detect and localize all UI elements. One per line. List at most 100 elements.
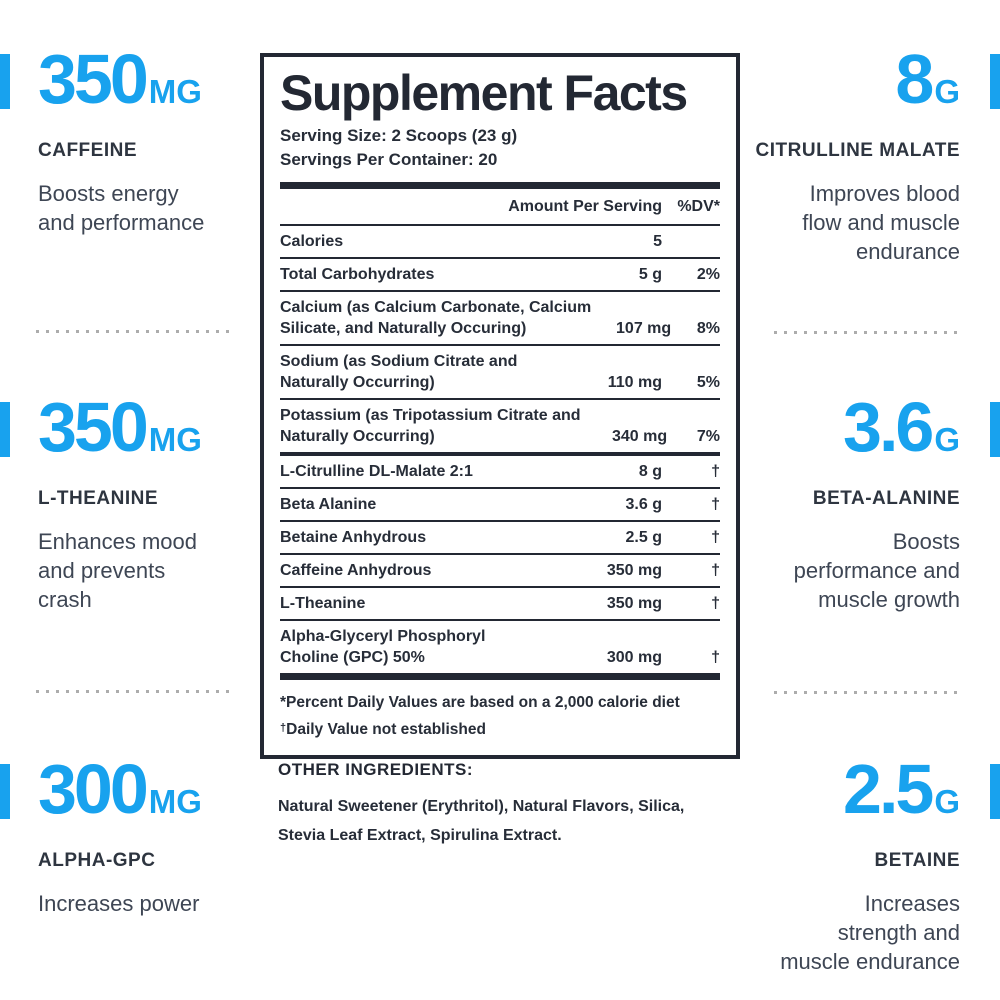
nutrient-amount: 8 g [638, 463, 662, 480]
amount-value: 300 [38, 750, 149, 828]
nutrient-name: Total Carbohydrates [280, 266, 435, 283]
nutrient-amount: 300 mg [606, 649, 662, 666]
accent-bar [990, 402, 1000, 457]
amount-unit: MG [148, 73, 202, 110]
supplement-facts-panel: Supplement Facts Serving Size: 2 Scoops … [260, 53, 740, 759]
other-ingredients-section: OTHER INGREDIENTS: Natural Sweetener (Er… [278, 760, 740, 850]
nutrient-amount: 350 mg [606, 562, 662, 579]
callout-betaine: 2.5G BETAINE Increases strength and musc… [740, 754, 1000, 976]
nutrient-dv: 2% [696, 266, 720, 283]
nutrient-dv: 5% [696, 374, 720, 391]
table-row: Potassium (as Tripotassium Citrate and N… [280, 398, 720, 452]
thick-divider-bar [280, 182, 720, 189]
table-row: Total Carbohydrates 5 g 2% [280, 257, 720, 290]
servings-per-container: Servings Per Container: 20 [280, 150, 498, 169]
ingredient-benefit: Improves blood flow and muscle endurance [802, 181, 960, 264]
other-ingredients-heading: OTHER INGREDIENTS: [278, 760, 474, 779]
table-row: Betaine Anhydrous 2.5 g † [280, 520, 720, 553]
accent-bar [0, 402, 10, 457]
table-row: L-Citrulline DL-Malate 2:1 8 g † [280, 452, 720, 487]
dotted-divider [774, 691, 960, 694]
callout-amount: 300MG [38, 754, 250, 838]
amount-unit: MG [148, 783, 202, 820]
nutrient-name: Potassium (as Tripotassium Citrate and N… [280, 407, 581, 445]
nutrient-dv: † [711, 595, 720, 612]
table-row: Calories 5 [280, 224, 720, 257]
ingredient-benefit: Enhances mood and prevents crash [38, 529, 197, 612]
callout-alpha-gpc: 300MG ALPHA-GPC Increases power [0, 754, 250, 918]
amount-unit: G [934, 783, 960, 820]
nutrient-amount: 5 g [638, 266, 662, 283]
nutrient-name: Alpha-Glyceryl Phosphoryl Choline (GPC) … [280, 628, 486, 666]
callout-amount: 350MG [38, 392, 250, 476]
footnote-dagger: †Daily Value not established [280, 721, 486, 738]
callout-amount: 2.5G [740, 754, 960, 838]
amount-unit: G [934, 73, 960, 110]
callout-citrulline-malate: 8G CITRULLINE MALATE Improves blood flow… [740, 44, 1000, 266]
footnote-marker: † [280, 722, 287, 734]
nutrient-name: L-Theanine [280, 595, 366, 612]
amount-unit: MG [148, 421, 202, 458]
table-row: Caffeine Anhydrous 350 mg † [280, 553, 720, 586]
amount-value: 350 [38, 388, 149, 466]
ingredient-benefit: Boosts performance and muscle growth [793, 529, 960, 612]
ingredient-name: CITRULLINE MALATE [755, 140, 960, 161]
nutrient-dv: † [711, 649, 720, 666]
nutrient-name: Calories [280, 233, 344, 250]
nutrient-dv: 8% [696, 320, 720, 337]
ingredient-name: BETAINE [874, 850, 960, 871]
accent-bar [0, 764, 10, 819]
accent-bar [990, 54, 1000, 109]
amount-unit: G [934, 421, 960, 458]
callout-beta-alanine: 3.6G BETA-ALANINE Boosts performance and… [740, 392, 1000, 614]
nutrient-name: Calcium (as Calcium Carbonate, Calcium S… [280, 299, 592, 337]
dotted-divider [36, 330, 230, 333]
ingredient-name: CAFFEINE [38, 140, 137, 161]
ingredient-benefit: Boosts energy and performance [38, 181, 205, 235]
column-header-dv: %DV* [677, 198, 720, 215]
table-row: Sodium (as Sodium Citrate and Naturally … [280, 344, 720, 398]
dotted-divider [774, 331, 960, 334]
nutrient-amount: 110 mg [607, 374, 662, 391]
callout-l-theanine: 350MG L-THEANINE Enhances mood and preve… [0, 392, 250, 614]
nutrient-amount: 3.6 g [625, 496, 662, 513]
callout-amount: 3.6G [740, 392, 960, 476]
nutrient-name: Beta Alanine [280, 496, 377, 513]
nutrient-dv: † [711, 463, 720, 480]
nutrient-amount: 2.5 g [625, 529, 662, 546]
nutrient-name: L-Citrulline DL-Malate 2:1 [280, 463, 473, 480]
other-ingredients-text: Natural Sweetener (Erythritol), Natural … [278, 798, 685, 844]
column-header-amount: Amount Per Serving [508, 198, 662, 215]
amount-value: 3.6 [843, 388, 934, 466]
nutrient-dv: 7% [696, 428, 720, 445]
callout-amount: 350MG [38, 44, 250, 128]
nutrient-amount: 107 mg [616, 320, 672, 337]
nutrient-name: Sodium (as Sodium Citrate and Naturally … [280, 353, 518, 391]
table-row: Alpha-Glyceryl Phosphoryl Choline (GPC) … [280, 619, 720, 673]
callout-caffeine: 350MG CAFFEINE Boosts energy and perform… [0, 44, 250, 237]
amount-value: 8 [895, 40, 934, 118]
amount-value: 2.5 [843, 750, 934, 828]
ingredient-benefit: Increases power [38, 891, 200, 916]
accent-bar [0, 54, 10, 109]
footnotes: *Percent Daily Values are based on a 2,0… [280, 673, 720, 743]
table-header: Amount Per Serving %DV* [280, 189, 720, 224]
panel-title: Supplement Facts [280, 65, 688, 121]
callout-amount: 8G [740, 44, 960, 128]
table-row: Beta Alanine 3.6 g † [280, 487, 720, 520]
table-row: Calcium (as Calcium Carbonate, Calcium S… [280, 290, 720, 344]
nutrient-amount: 340 mg [611, 428, 668, 445]
nutrient-dv: † [711, 496, 720, 513]
footnote-dv: *Percent Daily Values are based on a 2,0… [280, 694, 680, 711]
nutrient-amount: 5 [653, 233, 662, 250]
table-row: L-Theanine 350 mg † [280, 586, 720, 619]
dotted-divider [36, 690, 230, 693]
serving-size: Serving Size: 2 Scoops (23 g) [280, 126, 518, 145]
amount-value: 350 [38, 40, 149, 118]
ingredient-name: ALPHA-GPC [38, 850, 156, 871]
nutrient-name: Betaine Anhydrous [280, 529, 427, 546]
ingredient-name: L-THEANINE [38, 488, 159, 509]
accent-bar [990, 764, 1000, 819]
nutrient-name: Caffeine Anhydrous [280, 562, 432, 579]
footnote-marker: * [280, 694, 287, 711]
